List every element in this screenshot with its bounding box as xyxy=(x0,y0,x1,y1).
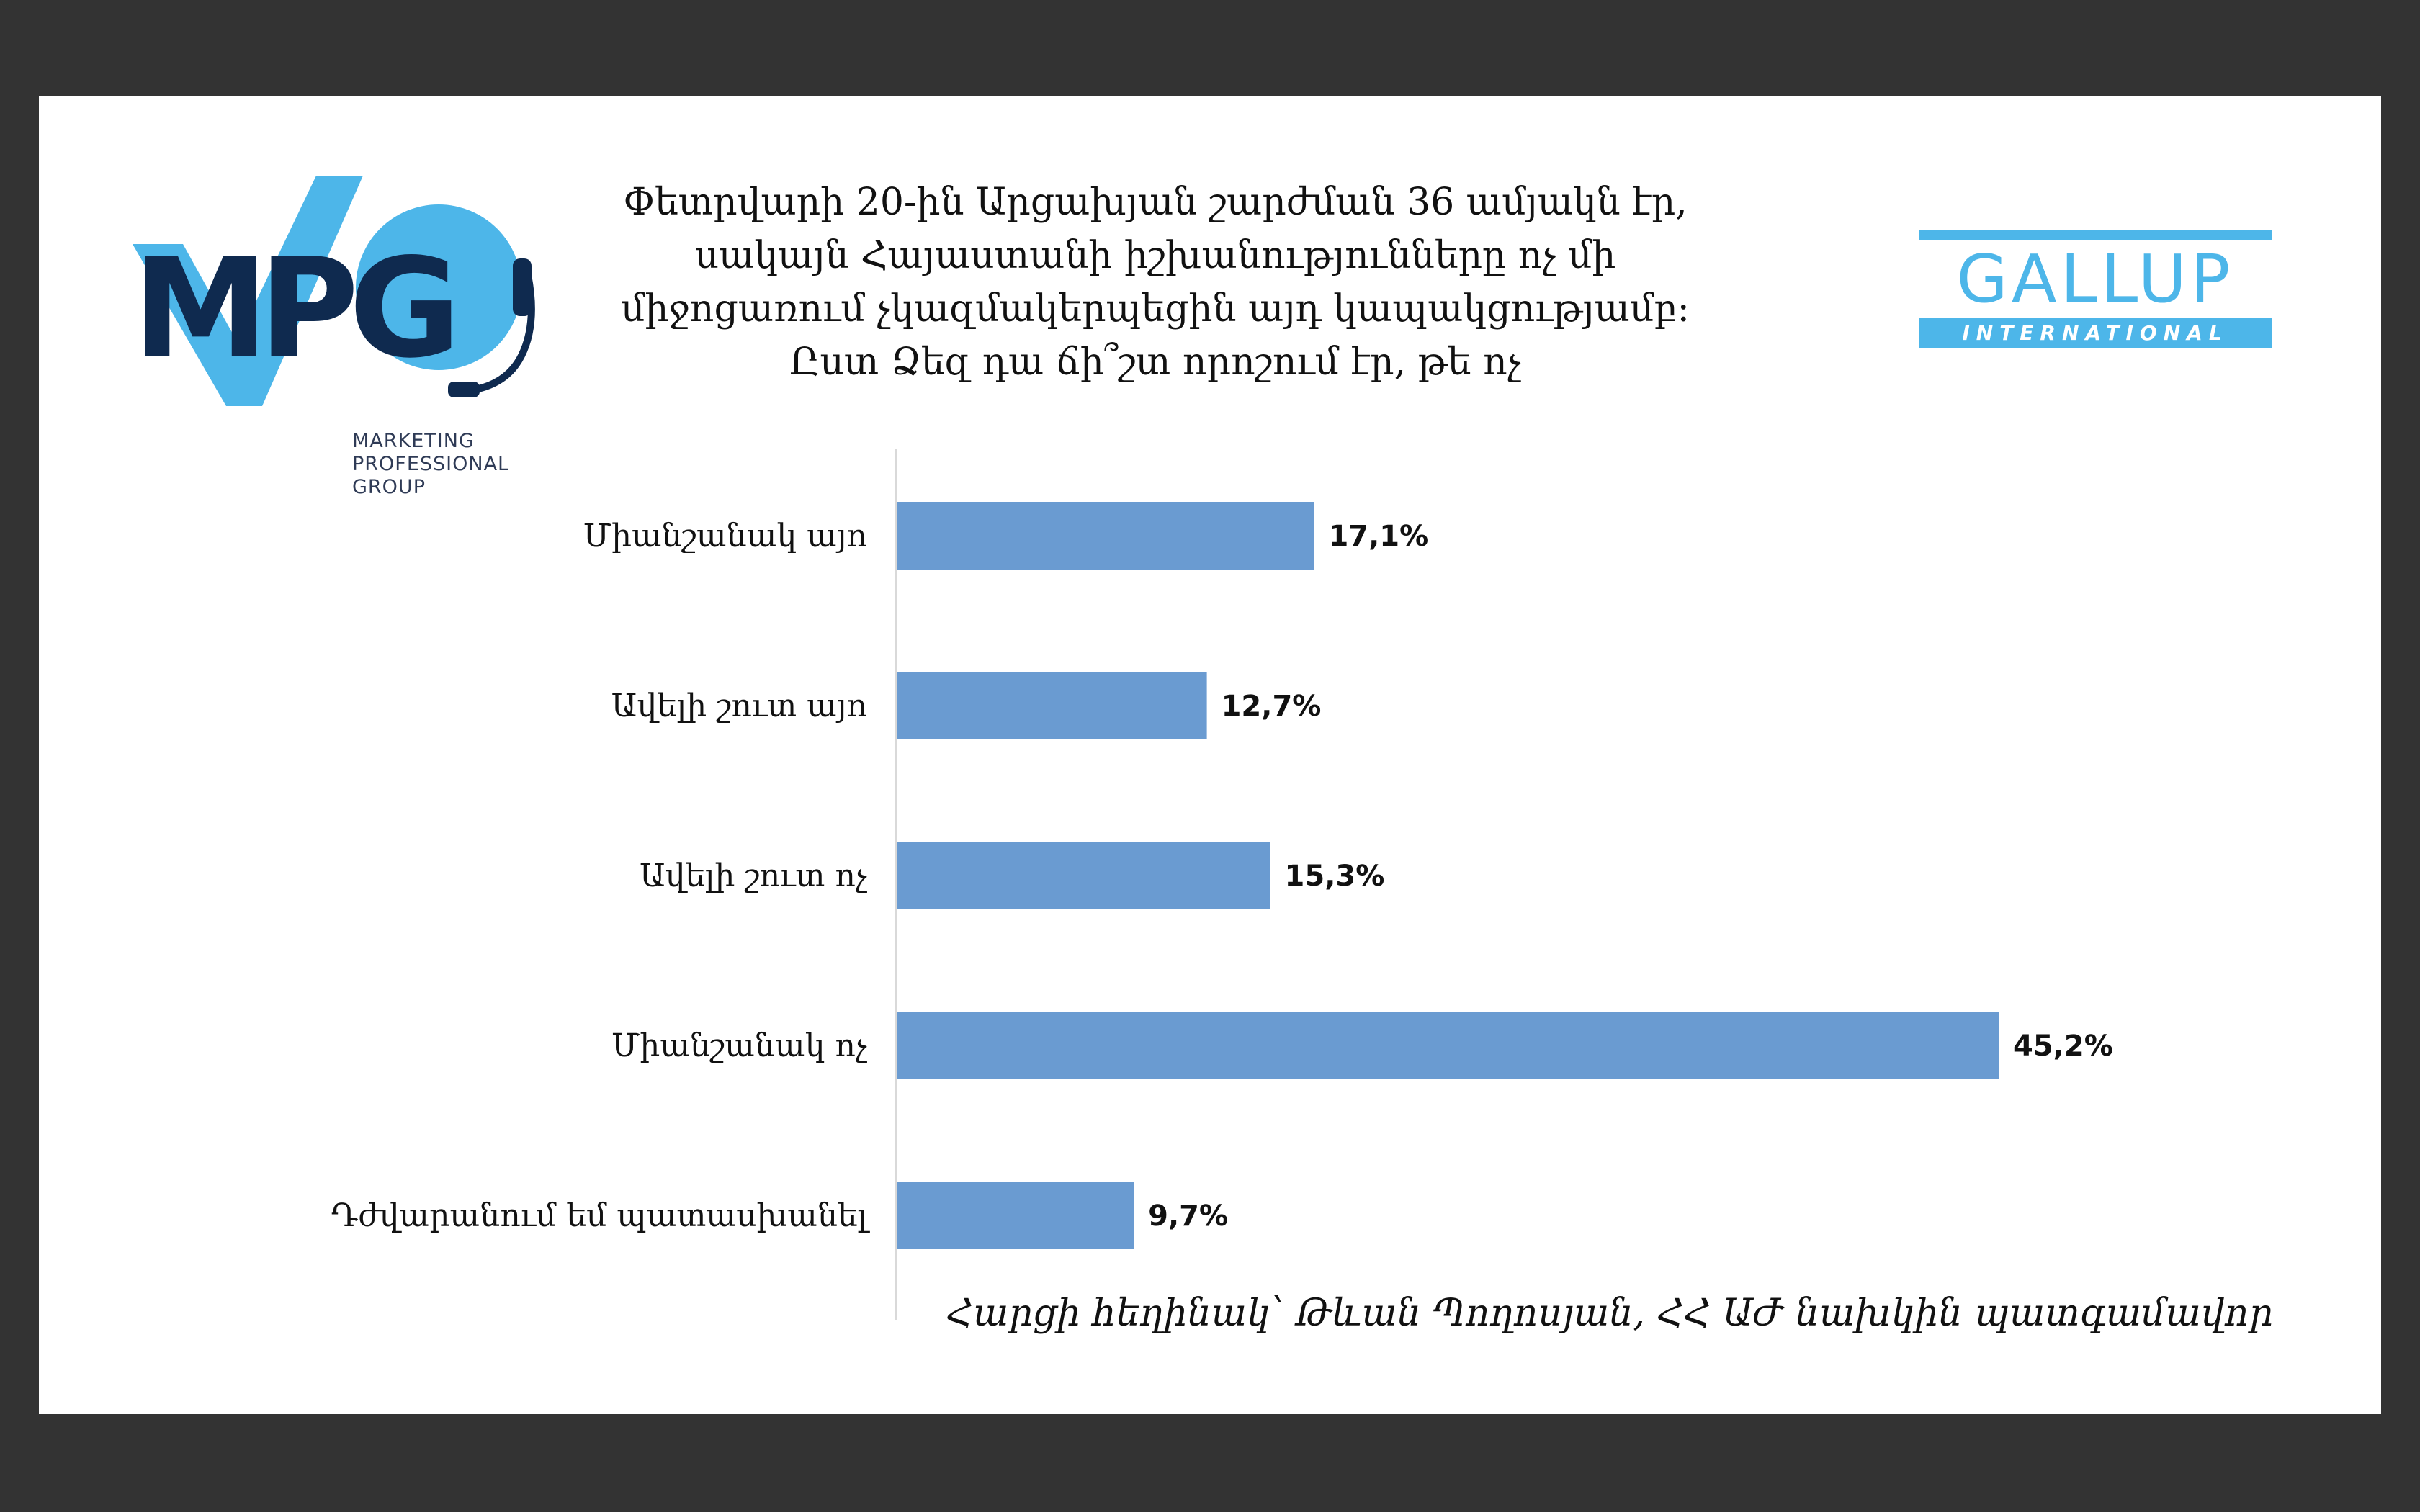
mpg-tagline-3: GROUP xyxy=(352,476,426,498)
title-line-2: սակայն Հայաստանի իշխանությունները ոչ մի xyxy=(694,234,1616,277)
gallup-wordmark: GALLUP xyxy=(1956,240,2234,318)
gallup-band: INTERNATIONAL xyxy=(1919,318,2272,348)
bars-group xyxy=(897,502,1999,1249)
gallup-top-bar xyxy=(1919,230,2272,240)
category-label-5: Դժվարանում եմ պատասխանել xyxy=(331,1197,871,1234)
bar-4 xyxy=(897,1012,1999,1079)
value-labels-group: 17,1% 12,7% 15,3% 45,2% 9,7% xyxy=(1148,520,2113,1233)
gallup-subtitle: INTERNATIONAL xyxy=(1962,321,2228,345)
value-label-1: 17,1% xyxy=(1328,520,1428,553)
value-label-5: 9,7% xyxy=(1148,1200,1228,1233)
mpg-headset-ear xyxy=(513,258,532,316)
mpg-letters: MPG xyxy=(133,229,451,388)
source-note: Հարցի հեղինակ՝ Թևան Պողոսյան, ՀՀ ԱԺ նախկ… xyxy=(946,1292,2273,1335)
mpg-check-shape xyxy=(133,176,363,406)
mpg-headset-mic xyxy=(448,382,480,397)
mpg-tagline-1: MARKETING xyxy=(352,430,475,452)
mpg-logo: MPG MARKETING PROFESSIONAL GROUP xyxy=(133,176,550,521)
category-label-4: Միանշանակ ոչ xyxy=(611,1027,868,1064)
mpg-tagline-2: PROFESSIONAL xyxy=(352,453,510,475)
mpg-logo-mark: MPG xyxy=(133,176,535,406)
bar-5 xyxy=(897,1182,1134,1249)
value-label-2: 12,7% xyxy=(1222,690,1322,723)
chart-title: Փետրվարի 20-ին Արցախյան շարժման 36 ամյակ… xyxy=(550,176,1760,389)
gallup-logo: GALLUP INTERNATIONAL xyxy=(1919,230,2272,353)
category-label-3: Ավելի շուտ ոչ xyxy=(640,858,868,894)
title-line-1: Փետրվարի 20-ին Արցախյան շարժման 36 ամյակ… xyxy=(623,181,1688,224)
category-labels-group: Միանշանակ այո Ավելի շուտ այո Ավելի շուտ ոչ… xyxy=(331,518,871,1234)
bar-2 xyxy=(897,672,1207,739)
mpg-g-circle xyxy=(356,204,521,370)
bar-3 xyxy=(897,842,1270,909)
slide: MPG MARKETING PROFESSIONAL GROUP Փետրվար… xyxy=(39,96,2381,1414)
title-line-4: Ըստ Ձեզ դա ճի՞շտ որոշում էր, թե ոչ xyxy=(789,341,1521,384)
value-label-3: 15,3% xyxy=(1285,860,1385,893)
title-line-3: միջոցառում չկազմակերպեցին այդ կապակցությ… xyxy=(620,287,1690,330)
category-label-2: Ավելի շուտ այո xyxy=(611,688,867,724)
value-label-4: 45,2% xyxy=(2013,1030,2113,1063)
bar-chart: Միանշանակ այո Ավելի շուտ այո Ավելի շուտ ոչ… xyxy=(331,449,2113,1320)
bar-1 xyxy=(897,502,1314,570)
category-label-1: Միանշանակ այո xyxy=(583,518,867,554)
